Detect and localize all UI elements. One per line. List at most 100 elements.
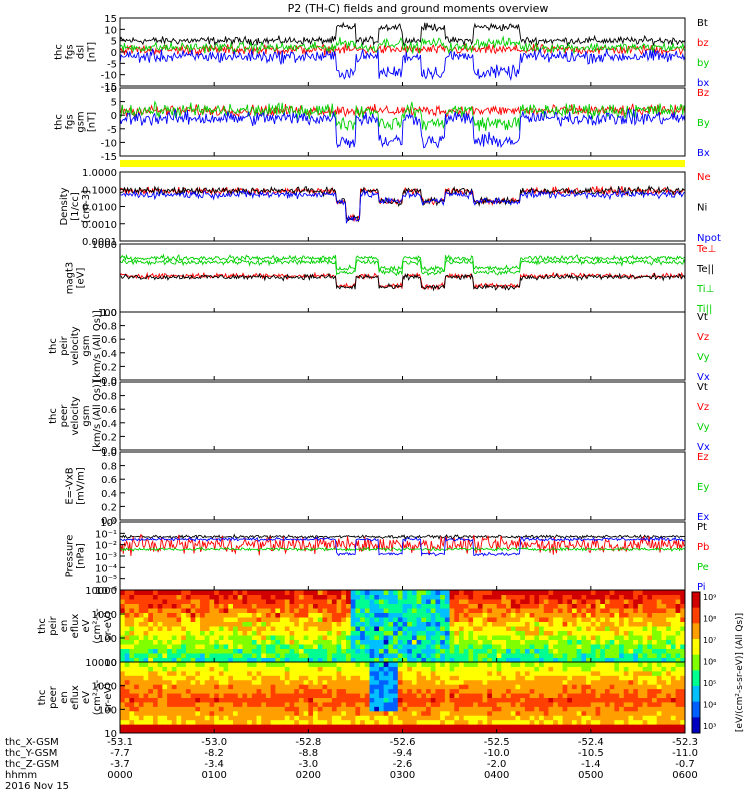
spectrogram-cell — [270, 679, 276, 685]
spectrogram-cell — [482, 639, 488, 645]
spectrogram-cell — [120, 679, 126, 685]
spectrogram-cell — [313, 617, 319, 622]
spectrogram-cell — [520, 657, 526, 663]
y-axis-label-line: thc — [48, 338, 59, 354]
spectrogram-cell — [557, 644, 564, 649]
spectrogram-cell — [548, 590, 554, 595]
spectrogram-cell — [162, 594, 168, 600]
spectrogram-cell — [341, 728, 347, 734]
spectrogram-cell — [308, 630, 314, 636]
spectrogram-cell — [322, 644, 328, 649]
spectrogram-cell — [435, 701, 441, 707]
spectrogram-cell — [350, 701, 356, 707]
spectrogram-cell — [289, 653, 295, 658]
spectrogram-cell — [463, 684, 469, 690]
spectrogram-cell — [421, 594, 427, 600]
spectrogram-cell — [265, 697, 272, 703]
spectrogram-cell — [228, 635, 234, 640]
spectrogram-cell — [383, 630, 389, 636]
spectrogram-cell — [247, 612, 253, 618]
spectrogram-cell — [228, 693, 234, 698]
spectrogram-cell — [218, 706, 225, 712]
spectrogram-cell — [468, 621, 474, 627]
spectrogram-cell — [553, 612, 559, 618]
spectrogram-cell — [200, 670, 206, 676]
spectrogram-cell — [247, 662, 253, 667]
spectrogram-cell — [586, 626, 592, 631]
spectrogram-cell — [576, 675, 582, 681]
spectrogram-cell — [628, 684, 634, 690]
y-axis-label-line: gsm — [81, 405, 92, 426]
spectrogram-cell — [567, 653, 573, 658]
spectrogram-cell — [491, 719, 498, 725]
spectrogram-cell — [619, 724, 625, 730]
spectrogram-cell — [524, 603, 531, 609]
spectrogram-cell — [524, 697, 531, 703]
spectrogram-cell — [280, 724, 286, 730]
y-axis-label-line: dsl — [76, 45, 87, 59]
spectrogram-cell — [637, 635, 644, 640]
spectrogram-cell — [637, 603, 644, 609]
spectrogram-cell — [652, 617, 658, 622]
spectrogram-cell — [162, 639, 168, 645]
spectrogram-cell — [595, 679, 601, 685]
spectrogram-cell — [171, 706, 177, 712]
spectrogram-cell — [374, 724, 380, 730]
spectrogram-cell — [604, 684, 611, 690]
spectrogram-cell — [534, 608, 540, 613]
spectrogram-cell — [388, 644, 394, 649]
spectrogram-cell — [501, 590, 507, 595]
spectrogram-cell — [327, 693, 333, 698]
spectrogram-cell — [242, 603, 248, 609]
spectrogram-cell — [355, 648, 361, 654]
spectrogram-cell — [308, 701, 314, 707]
spectrogram-cell — [581, 715, 587, 721]
spectrogram-cell — [261, 635, 267, 640]
spectrogram-cell — [331, 590, 338, 595]
panel-frame — [119, 521, 686, 591]
spectrogram-cell — [200, 662, 206, 667]
spectrogram-cell — [633, 684, 639, 690]
spectrogram-cell — [124, 710, 130, 716]
spectrogram-cell — [228, 719, 234, 725]
spectrogram-cell — [623, 724, 629, 730]
spectrogram-cell — [256, 653, 262, 658]
spectrogram-cell — [656, 639, 662, 645]
spectrogram-cell — [539, 728, 545, 734]
spectrogram-cell — [393, 719, 399, 725]
spectrogram-cell — [595, 657, 601, 663]
spectrogram-cell — [661, 599, 667, 604]
spectrogram-cell — [129, 693, 135, 698]
spectrogram-cell — [313, 635, 319, 640]
spectrogram-cell — [341, 608, 347, 613]
spectrogram-cell — [576, 644, 582, 649]
spectrogram-cell — [214, 639, 220, 645]
spectrogram-cell — [256, 684, 262, 690]
spectrogram-cell — [148, 666, 154, 672]
spectrogram-cell — [666, 706, 672, 712]
spectrogram-cell — [402, 644, 408, 649]
spectrogram-cell — [270, 666, 276, 672]
spectrogram-cell — [129, 728, 135, 734]
spectrogram-cell — [548, 715, 554, 721]
spectrogram-cell — [378, 662, 385, 667]
spectrogram-cell — [604, 701, 611, 707]
spectrogram-cell — [280, 630, 286, 636]
spectrogram-cell — [280, 684, 286, 690]
spectrogram-cell — [435, 648, 441, 654]
spectrogram-cell — [374, 639, 380, 645]
spectrogram-cell — [567, 693, 573, 698]
spectrogram-cell — [200, 657, 206, 663]
spectrogram-cell — [233, 617, 239, 622]
spectrogram-cell — [223, 599, 229, 604]
spectrogram-cell — [242, 728, 248, 734]
spectrogram-cell — [421, 719, 427, 725]
spectrogram-cell — [567, 684, 573, 690]
spectrogram-cell — [680, 612, 686, 618]
spectrogram-cell — [143, 603, 149, 609]
spectrogram-cell — [218, 684, 225, 690]
y-tick-label: 15 — [104, 14, 117, 25]
spectrogram-cell — [322, 639, 328, 645]
spectrogram-cell — [670, 617, 677, 622]
spectrogram-cell — [195, 648, 201, 654]
